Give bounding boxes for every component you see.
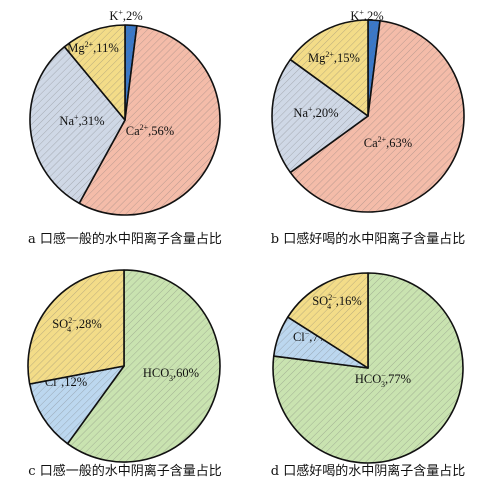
pie-slice-mg-outline [63,24,126,121]
caption-c: c 口感一般的水中阴离子含量占比 [28,463,221,479]
slice-label-k: K+,2% [109,8,142,23]
pie-slice-hco3-outline [66,269,221,463]
pie-slice-na-outline [29,46,126,205]
slice-label-k: K+,2% [350,8,383,23]
slice-label-mg: Mg2+,11% [67,40,118,55]
pie-slice-ca-outline [289,19,465,213]
slice-label-hco3: HCO− 3,60% [143,365,199,383]
pie-chart-b: K+,2% Ca2+,63% Na+,20% Mg2+,15% [271,8,465,213]
slice-label-na: Na+,20% [293,105,338,120]
caption-b: b 口感好喝的水中阳离子含量占比 [271,231,465,247]
pie-slice-cl-outline [28,365,125,445]
pie-chart-a: K+,2% Ca2+,56% Na+,31% Mg2+,11% [29,8,221,216]
slice-label-ca: Ca2+,63% [364,135,412,150]
pie-chart-c: HCO−3,60%Cl−,12%SO2−4,28% [27,269,221,463]
caption-a: a 口感一般的水中阳离子含量占比 [28,231,222,247]
pie-slice-so4-outline [27,269,125,385]
slice-label-na: Na+,31% [59,113,104,128]
slice-label-ca: Ca2+,56% [126,123,174,138]
slice-label-hco3: HCO− 3,77% [355,371,411,389]
slice-label-so4: SO2− 4,16% [312,293,362,311]
pie-slice-na-outline [271,58,369,174]
slice-label-mg: Mg2+,15% [308,50,360,65]
pie-slice-mg-outline [289,19,369,117]
pie-chart-d: HCO−3,77%Cl−,7%SO2−4,16% [272,272,464,464]
slice-label-so4: SO2− 4,28% [52,316,102,334]
pie-slice-ca-outline [78,24,221,216]
caption-d: d 口感好喝的水中阴离子含量占比 [271,463,465,479]
pie-slice-so4-outline [286,272,369,369]
